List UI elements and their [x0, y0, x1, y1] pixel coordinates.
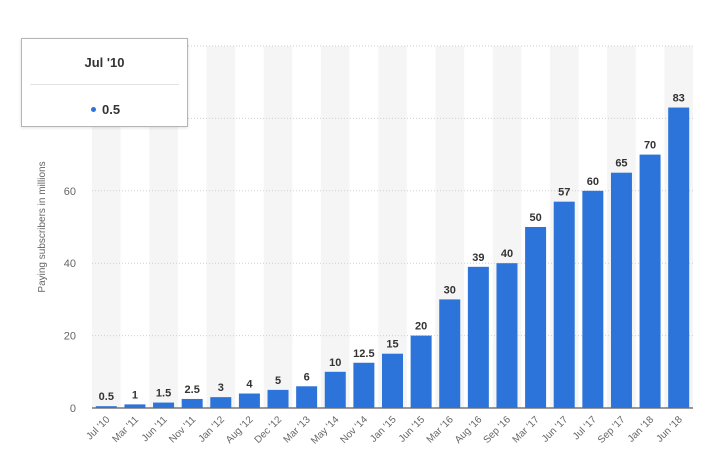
data-label: 12.5: [353, 348, 374, 360]
data-label: 3: [218, 382, 224, 394]
data-label: 4: [246, 379, 253, 391]
bar[interactable]: [582, 190, 604, 408]
data-label: 30: [444, 284, 456, 296]
tooltip-divider: [30, 84, 179, 85]
x-tick-label: Jan '12: [197, 414, 228, 445]
bar[interactable]: [382, 353, 403, 408]
bar[interactable]: [181, 398, 203, 408]
data-label: 57: [558, 187, 570, 199]
tooltip-value-row: 0.5: [91, 102, 120, 117]
data-label: 10: [329, 357, 341, 369]
data-label: 65: [615, 158, 627, 170]
x-tick-label: Nov '14: [338, 414, 370, 446]
bar[interactable]: [410, 335, 432, 408]
data-label: 50: [529, 212, 541, 224]
bar[interactable]: [124, 404, 146, 408]
data-label: 70: [644, 140, 656, 152]
data-label: 83: [673, 93, 685, 105]
data-label: 5: [275, 375, 281, 387]
tooltip: Jul '10 0.5: [21, 38, 188, 127]
data-label: 1: [132, 389, 138, 401]
background-band: [263, 46, 293, 408]
bar[interactable]: [553, 201, 575, 408]
bar[interactable]: [610, 172, 632, 408]
data-labels: 0.5 1 1.5 2.5 3 4 5 6 10 12.5 15 20 30 39 40 50 57 60 65 70…: [99, 93, 685, 404]
background-band: [206, 46, 236, 408]
bar[interactable]: [467, 266, 489, 408]
y-tick-label: 20: [64, 331, 76, 343]
bar[interactable]: [324, 371, 346, 408]
data-label: 20: [415, 321, 427, 333]
x-tick-label: May '14: [309, 414, 342, 447]
x-tick-label: Jun '17: [540, 414, 571, 445]
x-tick-label: Sep '16: [482, 414, 514, 446]
x-tick-label: Nov '11: [167, 414, 198, 445]
bar[interactable]: [439, 299, 461, 408]
y-tick-label: 60: [64, 186, 76, 198]
y-tick-label: 0: [70, 403, 76, 415]
bar[interactable]: [668, 107, 690, 408]
x-tick-label: Sep '17: [596, 414, 628, 446]
background-band: [320, 46, 350, 408]
x-tick-label: Mar '11: [110, 414, 141, 445]
data-label: 39: [472, 252, 484, 264]
x-tick-label: Mar '16: [425, 414, 456, 445]
bars: [95, 107, 690, 408]
bar[interactable]: [639, 154, 661, 408]
data-label: 6: [304, 371, 310, 383]
x-tick-label: Jan '15: [368, 414, 399, 445]
data-label: 0.5: [99, 391, 114, 403]
x-tick-label: Aug '12: [224, 414, 256, 446]
y-axis-title: Paying subscribers in millions: [37, 161, 48, 292]
x-tick-label: Jan '18: [626, 414, 657, 445]
bar[interactable]: [353, 362, 375, 408]
bar[interactable]: [267, 389, 289, 408]
bar[interactable]: [496, 263, 518, 408]
x-tick-label: Jun '18: [654, 414, 685, 445]
tooltip-title: Jul '10: [84, 55, 125, 70]
x-tick-label: Mar '13: [282, 414, 313, 445]
tooltip-value: 0.5: [102, 102, 121, 117]
bar[interactable]: [238, 393, 260, 408]
x-tick-label: Jul '10: [84, 414, 112, 442]
data-label: 15: [386, 339, 398, 351]
data-label: 1.5: [156, 388, 171, 400]
data-label: 60: [587, 176, 599, 188]
x-tick-label: Jun '15: [397, 414, 428, 445]
bar[interactable]: [95, 406, 117, 408]
bar[interactable]: [525, 227, 547, 408]
x-tick-label: Jun '11: [140, 414, 170, 444]
y-tick-label: 40: [64, 258, 76, 270]
x-tick-label: Mar '17: [511, 414, 542, 445]
x-tick-label: Dec '12: [253, 414, 285, 446]
bar[interactable]: [210, 397, 232, 408]
bar[interactable]: [296, 386, 318, 408]
series-marker-icon: [91, 107, 96, 113]
x-tick-label: Aug '16: [453, 414, 485, 446]
bar[interactable]: [153, 402, 175, 408]
background-band: [378, 46, 407, 408]
data-label: 40: [501, 248, 513, 260]
data-label: 2.5: [185, 384, 200, 396]
